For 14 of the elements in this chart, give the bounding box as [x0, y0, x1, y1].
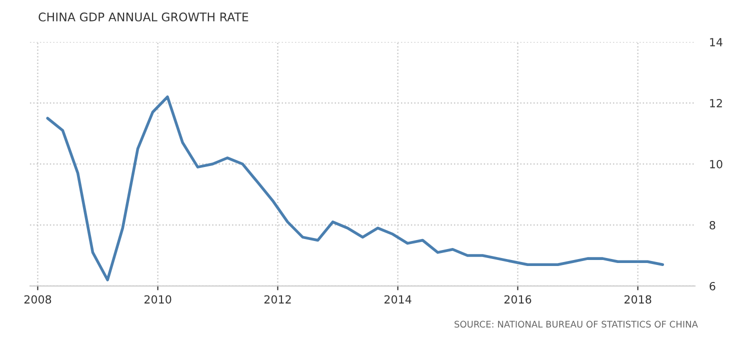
- y-tick-label: 8: [710, 220, 716, 230]
- x-tick-label: 2010: [144, 295, 172, 304]
- source-note: SOURCE: NATIONAL BUREAU OF STATISTICS OF CHINA: [454, 320, 698, 328]
- x-tick-label: 2008: [24, 295, 52, 304]
- x-tick-label: 2018: [624, 295, 652, 304]
- y-tick-label: 10: [710, 160, 722, 168]
- line-series: [46, 96, 664, 282]
- x-tick-label: 2016: [504, 295, 532, 304]
- y-tick-label: 6: [710, 282, 716, 290]
- y-tick-label: 12: [710, 98, 722, 108]
- chart-title: CHINA GDP ANNUAL GROWTH RATE: [38, 12, 248, 22]
- x-tick-label: 2014: [384, 295, 412, 304]
- y-tick-label: 14: [710, 38, 722, 46]
- x-tick-label: 2012: [264, 295, 291, 304]
